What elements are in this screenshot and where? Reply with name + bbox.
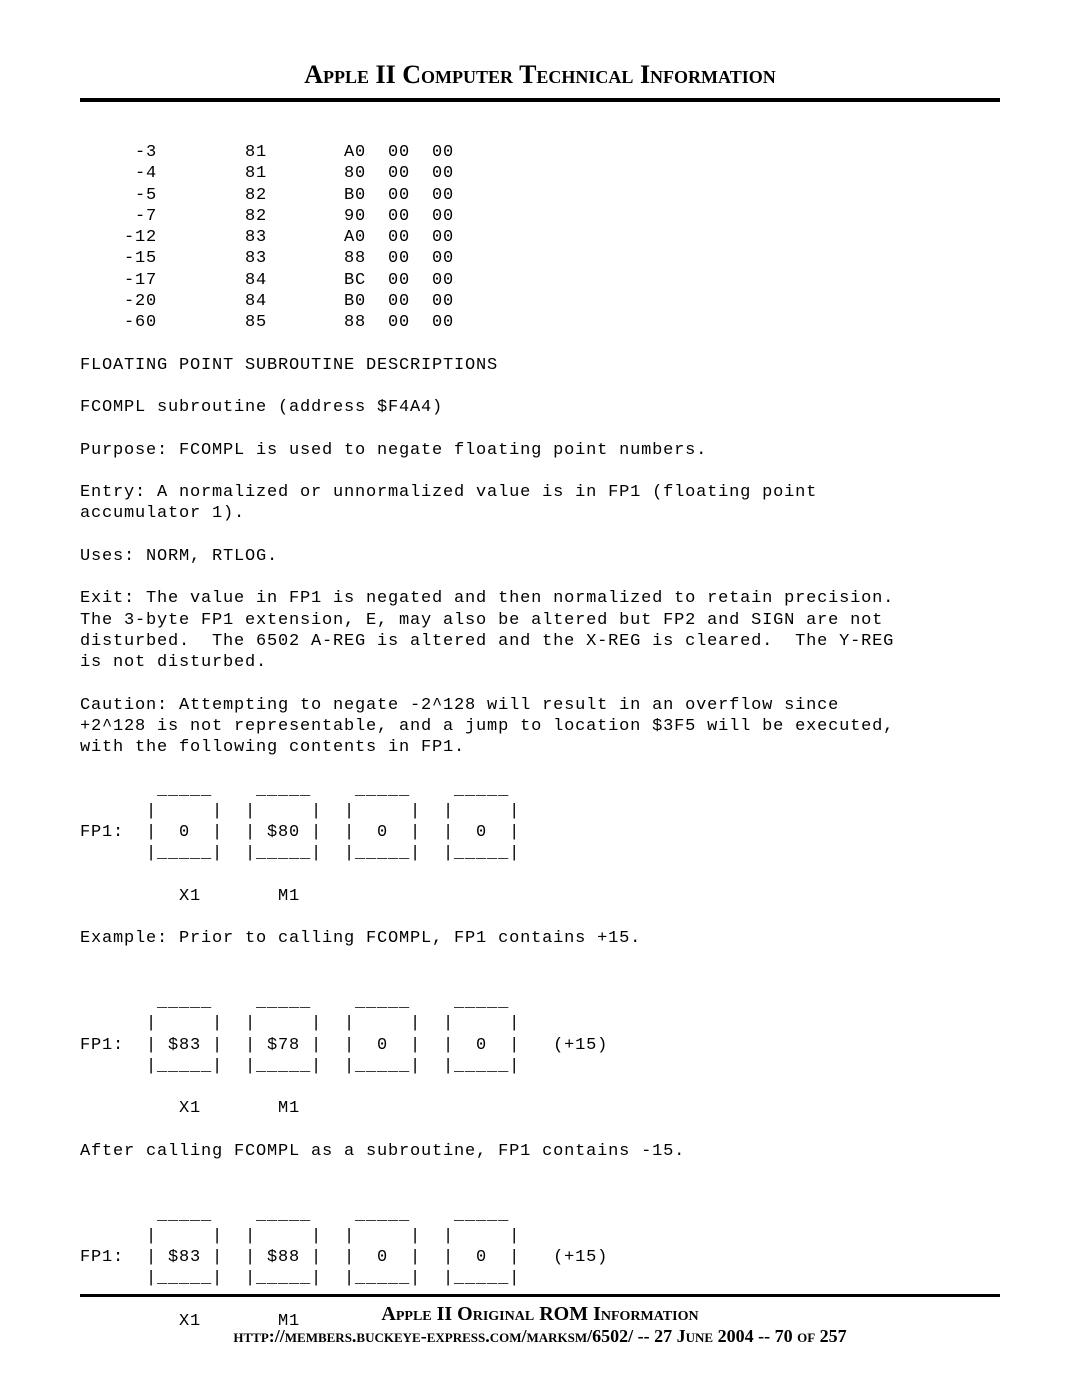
diagram1-line2: | | | | | | | | [80, 802, 520, 821]
caution-text: Caution: Attempting to negate -2^128 wil… [80, 696, 894, 758]
header-row: Apple II Computer Technical Information [80, 60, 1000, 96]
diagram2-line1: _____ _____ _____ _____ [80, 993, 509, 1012]
section-heading: FLOATING POINT SUBROUTINE DESCRIPTIONS [80, 356, 498, 375]
diagram3-line1: _____ _____ _____ _____ [80, 1206, 509, 1225]
subroutine-heading: FCOMPL subroutine (address $F4A4) [80, 398, 443, 417]
entry-text: Entry: A normalized or unnormalized valu… [80, 483, 817, 523]
page-header-title: Apple II Computer Technical Information [110, 60, 970, 90]
footer-rule [80, 1294, 1000, 1297]
diagram2-labels: X1 M1 [80, 1099, 300, 1118]
diagram1-line3: FP1: | 0 | | $80 | | 0 | | 0 | [80, 823, 520, 842]
purpose-text: Purpose: FCOMPL is used to negate floati… [80, 441, 707, 460]
footer-title: Apple II Original ROM Information [80, 1303, 1000, 1326]
diagram3-line3: FP1: | $83 | | $88 | | 0 | | 0 | (+15) [80, 1248, 608, 1267]
page-container: Apple II Computer Technical Information … [0, 0, 1080, 1397]
data-table: -3 81 A0 00 00 -4 81 80 00 00 -5 82 B0 0… [80, 143, 454, 332]
diagram2-line3: FP1: | $83 | | $78 | | 0 | | 0 | (+15) [80, 1036, 608, 1055]
after-text: After calling FCOMPL as a subroutine, FP… [80, 1142, 685, 1161]
diagram1-line4: |_____| |_____| |_____| |_____| [80, 844, 520, 863]
header-rule [80, 98, 1000, 102]
example-text: Example: Prior to calling FCOMPL, FP1 co… [80, 929, 641, 948]
document-content: -3 81 A0 00 00 -4 81 80 00 00 -5 82 B0 0… [80, 142, 1000, 1332]
exit-text: Exit: The value in FP1 is negated and th… [80, 589, 894, 672]
diagram3-line4: |_____| |_____| |_____| |_____| [80, 1269, 520, 1288]
diagram2-line2: | | | | | | | | [80, 1014, 520, 1033]
diagram3-line2: | | | | | | | | [80, 1227, 520, 1246]
footer: Apple II Original ROM Information http:/… [80, 1294, 1000, 1347]
diagram1-labels: X1 M1 [80, 887, 300, 906]
diagram1-line1: _____ _____ _____ _____ [80, 781, 509, 800]
uses-text: Uses: NORM, RTLOG. [80, 547, 278, 566]
footer-line: http://members.buckeye-express.com/marks… [80, 1326, 1000, 1347]
diagram2-line4: |_____| |_____| |_____| |_____| [80, 1057, 520, 1076]
